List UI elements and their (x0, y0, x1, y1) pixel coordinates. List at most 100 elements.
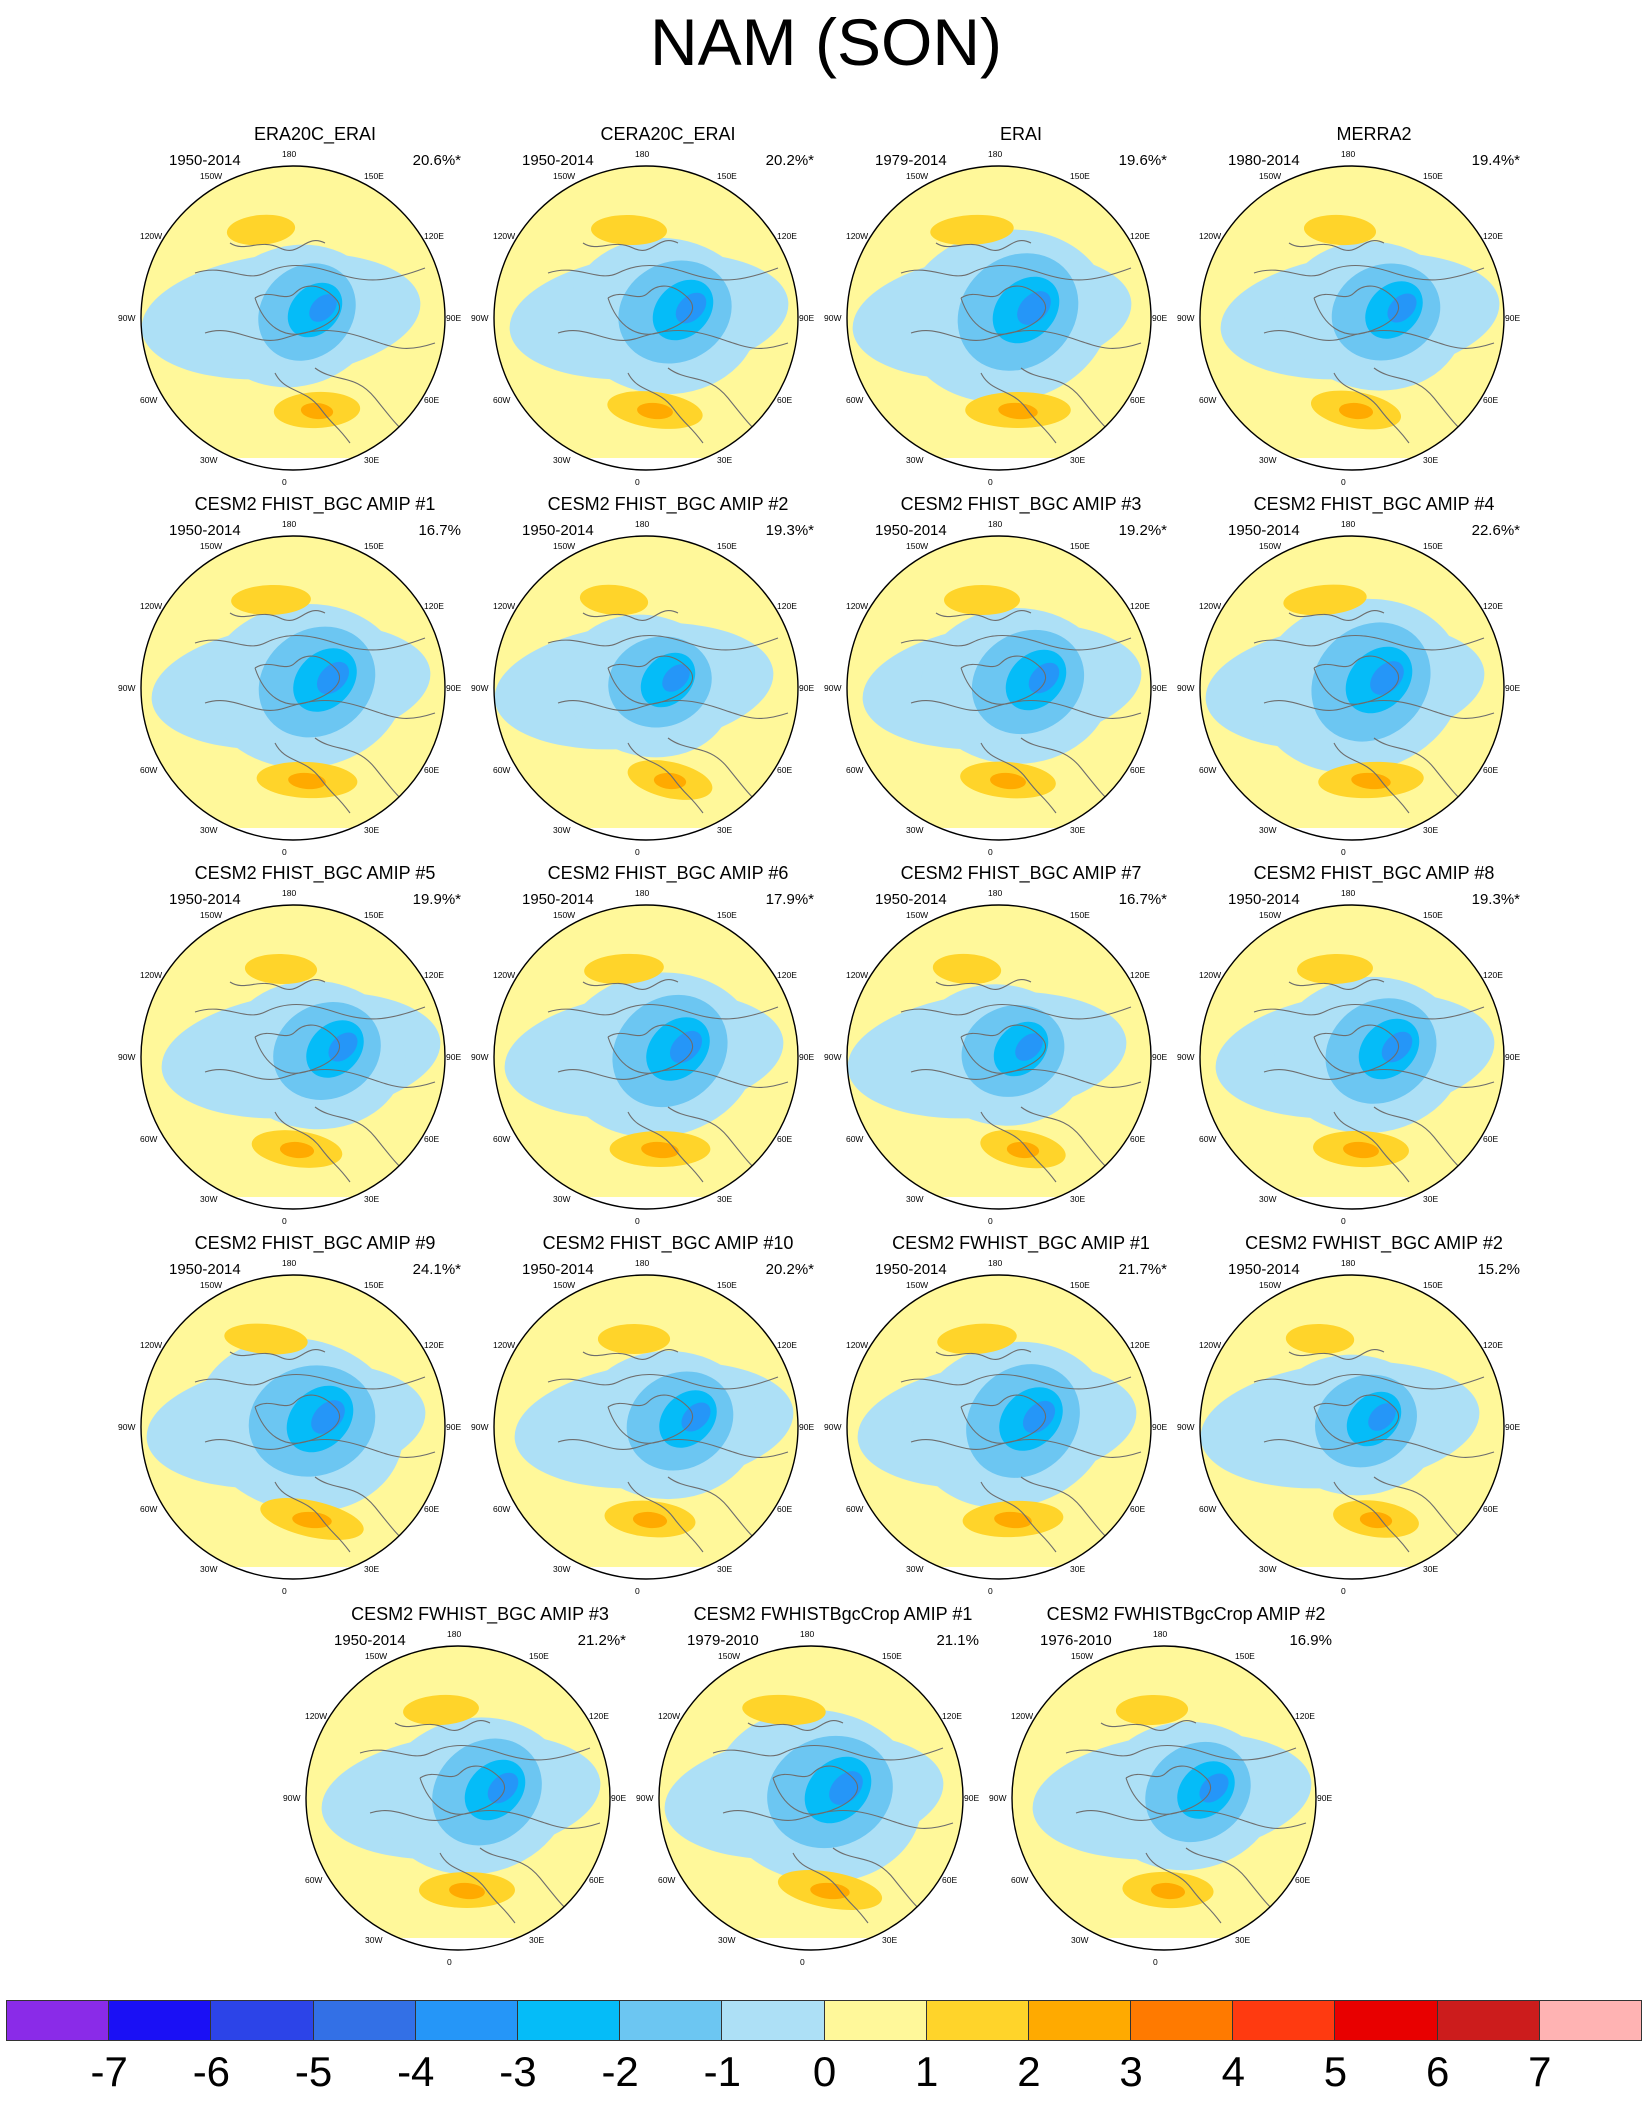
longitude-label: 180 (282, 888, 297, 898)
longitude-label: 90E (1152, 1052, 1168, 1062)
colorbar-swatch (619, 2000, 723, 2041)
longitude-label: 90E (446, 683, 462, 693)
longitude-label: 0 (1153, 1957, 1158, 1967)
longitude-label: 120E (424, 1340, 444, 1350)
longitude-label: 30E (717, 825, 733, 836)
coastline (229, 1349, 326, 1360)
longitude-label: 90W (471, 1422, 489, 1432)
pacific-positive (944, 585, 1020, 615)
longitude-label: 0 (282, 1216, 287, 1226)
coastline (439, 1852, 516, 1924)
coastline (1253, 265, 1485, 281)
coastline (557, 1068, 789, 1088)
panel-years: 1980-2014 (1228, 152, 1300, 169)
longitude-label: 90W (471, 683, 489, 693)
coastline (1333, 372, 1410, 444)
longitude-label: 0 (1341, 1216, 1346, 1226)
longitude-label: 60E (424, 1134, 440, 1144)
coastline (274, 1481, 351, 1553)
longitude-label: 120E (589, 1711, 609, 1721)
atlantic-positive-core (288, 772, 326, 790)
longitude-label: 120E (777, 970, 797, 980)
panel-years: 1950-2014 (169, 891, 241, 908)
map-panel: CESM2 FHIST_BGC AMIP #4 1950-2014 22.6%* 18… (1177, 493, 1554, 857)
longitude-label: 120E (1483, 970, 1503, 980)
colorbar-tick-label: 1 (915, 2048, 939, 2095)
colorbar-swatch (312, 2000, 416, 2041)
longitude-label: 90E (1505, 313, 1521, 323)
longitude-label: 150E (1423, 540, 1443, 551)
longitude-label: 150W (553, 1279, 576, 1290)
polar-negative-core (1199, 1773, 1229, 1803)
longitude-label: 120W (492, 601, 516, 611)
coastline (274, 372, 351, 444)
longitude-label: 180 (1341, 149, 1356, 159)
panel-explained-variance: 19.9%* (412, 891, 461, 908)
pacific-positive (1285, 1323, 1355, 1355)
polar-negative-core (1368, 1403, 1396, 1431)
coastline (369, 1809, 601, 1829)
coastline (935, 610, 1032, 621)
panel-years: 1979-2014 (875, 152, 947, 169)
polar-stereographic-map (305, 1645, 611, 1951)
longitude-label: 30W (200, 825, 218, 836)
map-boundary (1199, 535, 1505, 841)
longitude-label: 150E (364, 170, 384, 181)
panel-title: CESM2 FHIST_BGC AMIP #4 (1253, 494, 1495, 514)
panel-years: 1950-2014 (334, 1632, 406, 1649)
coastline (1288, 1349, 1385, 1360)
map-boundary (140, 535, 446, 841)
pacific-positive (1303, 214, 1377, 246)
longitude-label: 0 (282, 1586, 287, 1596)
longitude-label: 30W (906, 1564, 924, 1575)
longitude-label: 120W (1198, 601, 1222, 611)
pacific-positive (932, 953, 1002, 985)
coastline (1313, 285, 1400, 335)
longitude-label: 90E (799, 683, 815, 693)
map-panel: CESM2 FHIST_BGC AMIP #2 1950-2014 19.3%* 18… (471, 493, 848, 857)
panel-years: 1950-2014 (522, 522, 594, 539)
colorbar (6, 2000, 1642, 2041)
map-panel: CESM2 FWHIST_BGC AMIP #1 1950-2014 21.7%* 1… (824, 1232, 1201, 1596)
panel-explained-variance: 24.1%* (412, 1261, 461, 1278)
colorbar-swatch (1130, 2000, 1234, 2041)
coastline (1333, 1111, 1410, 1183)
longitude-label: 30E (1235, 1935, 1251, 1946)
coastline (1313, 1394, 1400, 1444)
atlantic-positive-core (990, 772, 1026, 790)
polar-stereographic-map (493, 535, 799, 841)
colorbar-swatch (1232, 2000, 1336, 2041)
coastline (1145, 1852, 1222, 1924)
longitude-label: 90W (824, 683, 842, 693)
panel-title: CESM2 FHIST_BGC AMIP #3 (900, 494, 1142, 514)
longitude-label: 30E (717, 455, 733, 466)
polar-negative-core (487, 1772, 519, 1804)
map-panel: CESM2 FHIST_BGC AMIP #10 1950-2014 20.2%* 1… (471, 1232, 848, 1596)
longitude-label: 150E (364, 1279, 384, 1290)
map-boundary (1011, 1645, 1317, 1951)
polar-negative-core (669, 1030, 703, 1064)
longitude-label: 150E (1423, 909, 1443, 920)
longitude-label: 120W (845, 601, 869, 611)
map-panel: CESM2 FHIST_BGC AMIP #5 1950-2014 19.9%* 18… (118, 862, 495, 1226)
longitude-label: 150E (364, 909, 384, 920)
coastline (557, 329, 789, 349)
longitude-label: 120W (139, 231, 163, 241)
coastline (792, 1852, 869, 1924)
atlantic-positive-core (1343, 1141, 1379, 1159)
longitude-label: 150W (200, 909, 223, 920)
longitude-label: 180 (1341, 519, 1356, 529)
polar-stereographic-map (493, 904, 799, 1210)
map-boundary (846, 904, 1152, 1210)
atlantic-positive-core (632, 1511, 668, 1529)
longitude-label: 90E (446, 1422, 462, 1432)
longitude-label: 60W (845, 395, 864, 405)
coastline (194, 1374, 426, 1390)
longitude-label: 30W (1071, 1935, 1089, 1946)
longitude-label: 0 (1341, 477, 1346, 487)
longitude-label: 180 (447, 1629, 462, 1639)
coastline (772, 1765, 859, 1815)
longitude-label: 0 (635, 1586, 640, 1596)
colorbar-tick-label: -7 (90, 2048, 128, 2095)
coastline (910, 699, 1142, 719)
